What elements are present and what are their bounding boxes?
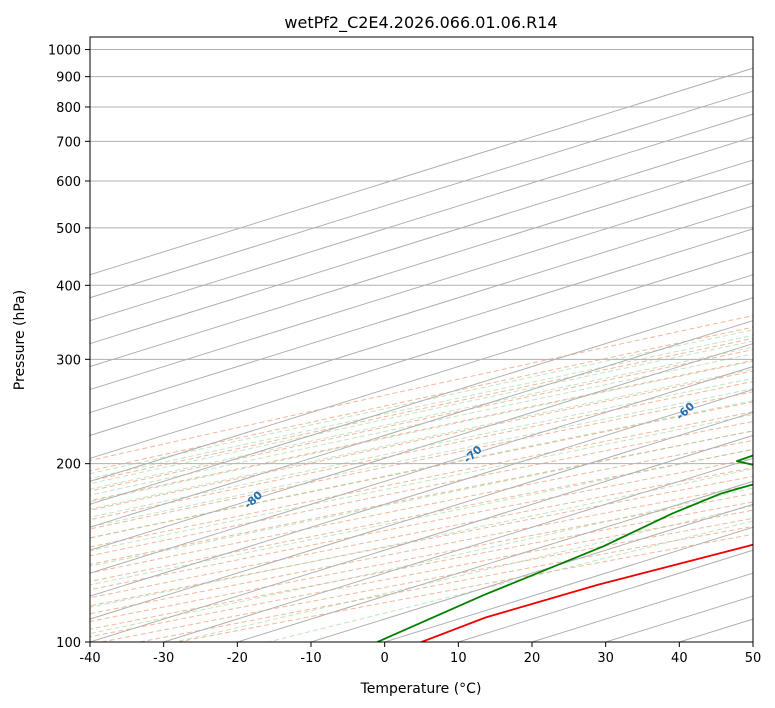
isotherm — [90, 320, 753, 528]
isotherm — [90, 343, 753, 551]
isotherm — [90, 411, 753, 620]
isotherm — [90, 182, 753, 391]
x-tick-label: 20 — [524, 651, 541, 666]
isotherm — [90, 297, 753, 505]
chart-title: wetPf2_C2E4.2026.066.01.06.R14 — [284, 13, 557, 33]
x-axis-title: Temperature (°C) — [360, 681, 482, 697]
y-tick-label: 400 — [56, 279, 81, 294]
x-tick-label: 10 — [450, 651, 467, 666]
isotherm — [90, 159, 753, 368]
x-tick-label: -40 — [79, 651, 100, 666]
isotherm — [90, 205, 753, 413]
y-tick-label: 1000 — [48, 44, 81, 59]
moist-adiabat — [90, 346, 753, 490]
moist-adiabat — [90, 368, 753, 510]
isotherm — [163, 457, 753, 642]
isotherm — [90, 366, 753, 574]
moist-adiabat — [90, 353, 753, 496]
plot-frame — [89, 36, 754, 643]
y-tick-label: 100 — [56, 636, 81, 651]
dry-adiabat — [90, 326, 753, 472]
moist-adiabat — [90, 360, 753, 503]
y-axis-title: Pressure (hPa) — [12, 290, 28, 390]
x-tick-label: -30 — [153, 651, 174, 666]
x-tick-label: 50 — [745, 651, 762, 666]
y-tick-label: 200 — [56, 458, 81, 473]
dry-adiabat — [90, 349, 753, 492]
y-tick-label: 300 — [56, 353, 81, 368]
y-tick-label: 600 — [56, 175, 81, 190]
moist-adiabat — [90, 377, 753, 518]
isotherm — [90, 90, 753, 299]
y-axis: 100 200 300 400 500 600 700 800 900 1000 — [48, 44, 90, 651]
moist-adiabat — [90, 329, 753, 475]
isotherm — [90, 274, 753, 482]
x-tick-label: -20 — [227, 651, 248, 666]
dry-adiabat — [90, 337, 753, 482]
y-tick-label: 900 — [56, 71, 81, 86]
isotherm — [90, 67, 753, 276]
isotherm — [90, 251, 753, 459]
y-tick-label: 700 — [56, 135, 81, 150]
x-tick-label: 0 — [381, 651, 389, 666]
isotherm — [237, 480, 753, 642]
background-lines — [90, 49, 753, 642]
y-tick-label: 800 — [56, 101, 81, 116]
x-tick-label: 30 — [597, 651, 614, 666]
isotherm — [90, 434, 753, 642]
dry-adiabat — [90, 359, 753, 502]
x-tick-label: 40 — [671, 651, 688, 666]
moist-adiabat — [90, 340, 753, 485]
isotherm — [90, 136, 753, 345]
dry-adiabat — [90, 381, 753, 521]
isotherm — [90, 113, 753, 322]
isotherm — [90, 388, 753, 597]
isotherm — [90, 228, 753, 436]
x-axis: -40 -30 -20 -10 0 10 20 30 40 50 — [79, 642, 761, 666]
isotherm — [384, 526, 753, 642]
y-tick-label: 500 — [56, 222, 81, 237]
isotherm — [310, 503, 753, 642]
x-tick-label: -10 — [300, 651, 321, 666]
